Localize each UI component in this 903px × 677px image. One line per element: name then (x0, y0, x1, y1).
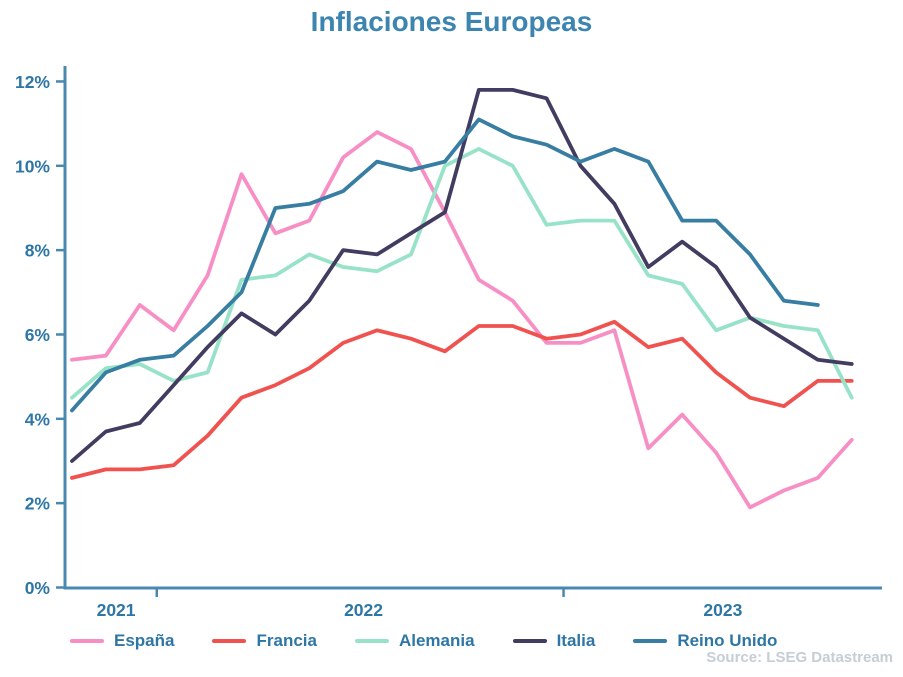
legend-item-francia: Francia (212, 631, 317, 651)
legend: España Francia Alemania Italia Reino Unido (70, 631, 777, 651)
legend-label: Reino Unido (677, 631, 778, 650)
x-year-label: 2021 (97, 600, 136, 620)
legend-item-italia: Italia (512, 631, 596, 651)
y-tick-label: 12% (15, 72, 50, 92)
series-line-alemania (70, 146, 854, 400)
y-tick-label: 2% (25, 494, 51, 514)
legend-swatch-espana (70, 639, 104, 643)
x-year-label: 2022 (344, 600, 383, 620)
legend-item-espana: España (70, 631, 174, 651)
legend-label: Italia (556, 631, 596, 650)
y-tick-label: 8% (25, 241, 51, 261)
legend-swatch-francia (212, 639, 247, 643)
legend-swatch-reino-unido (633, 639, 668, 643)
legend-label: España (114, 631, 175, 650)
legend-label: Alemania (398, 631, 475, 650)
x-year-label: 2023 (703, 600, 742, 620)
legend-item-alemania: Alemania (354, 631, 475, 651)
y-tick-label: 10% (15, 156, 50, 176)
y-tick-label: 0% (25, 578, 51, 598)
chart-title: Inflaciones Europeas (310, 6, 593, 37)
legend-item-reino-unido: Reino Unido (633, 631, 777, 651)
legend-swatch-alemania (354, 639, 389, 643)
legend-label: Francia (256, 631, 317, 650)
series-line-espana (70, 130, 854, 510)
y-tick-label: 4% (25, 409, 51, 429)
legend-swatch-italia (512, 639, 547, 643)
source-credit: Source: LSEG Datastream (706, 649, 893, 666)
series-line-francia (70, 319, 854, 480)
series-line-reino-unido (70, 117, 820, 413)
series-line-italia (70, 88, 854, 463)
y-tick-label: 6% (25, 325, 51, 345)
